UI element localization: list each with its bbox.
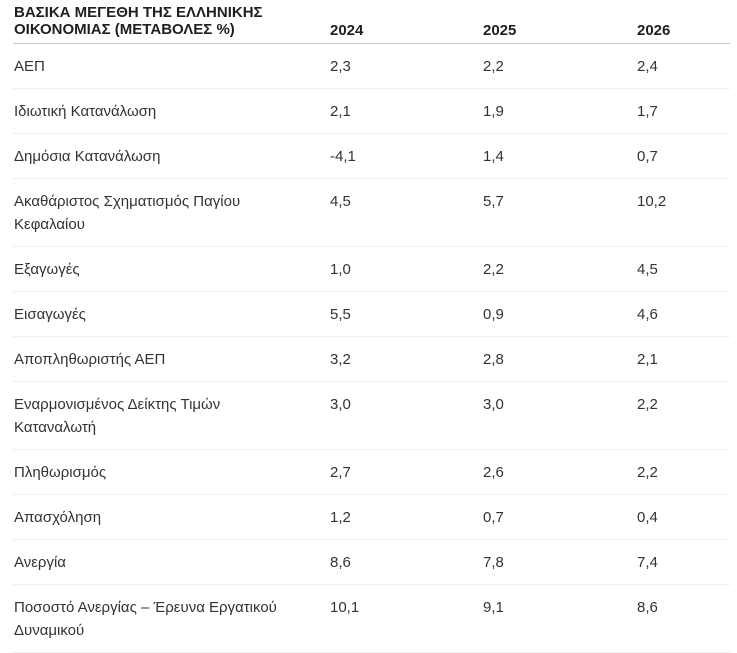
row-label: Απασχόληση bbox=[14, 508, 102, 526]
row-value: 2,6 bbox=[483, 463, 504, 481]
row-value: 4,6 bbox=[637, 305, 658, 323]
row-value: 1,0 bbox=[330, 260, 351, 278]
row-label-cell: Εισαγωγές bbox=[13, 303, 330, 326]
table-row: ΑΕΠ 2,3 2,2 2,4 bbox=[13, 44, 730, 89]
row-value: 7,8 bbox=[483, 553, 504, 571]
row-label: ΑΕΠ bbox=[14, 57, 45, 75]
row-value: 2,2 bbox=[637, 395, 658, 413]
table-row: Αποπληθωριστής ΑΕΠ 3,2 2,8 2,1 bbox=[13, 337, 730, 382]
year-column-header-2025: 2025 bbox=[483, 22, 517, 39]
row-label-cell: Εναρμονισμένος Δείκτης Τιμών Καταναλωτή bbox=[13, 393, 330, 439]
row-value: 2,2 bbox=[483, 57, 504, 75]
row-value: 0,9 bbox=[483, 305, 504, 323]
row-value: 1,7 bbox=[637, 102, 658, 120]
table-row: Εισαγωγές 5,5 0,9 4,6 bbox=[13, 292, 730, 337]
row-label-cell: Απασχόληση bbox=[13, 506, 330, 529]
row-label: Δημόσια Κατανάλωση bbox=[14, 147, 161, 165]
row-label-cell: Πληθωρισμός bbox=[13, 461, 330, 484]
row-value: 5,5 bbox=[330, 305, 351, 323]
row-value: 1,9 bbox=[483, 102, 504, 120]
table-row: Ποσοστό Ανεργίας – Έρευνα Εργατικού Δυνα… bbox=[13, 585, 730, 653]
row-value: 10,2 bbox=[637, 192, 667, 210]
table-row: Δημόσια Κατανάλωση -4,1 1,4 0,7 bbox=[13, 134, 730, 179]
row-label-cell: Ακαθάριστος Σχηματισμός Παγίου Κεφαλαίου bbox=[13, 190, 330, 236]
row-value: 2,4 bbox=[637, 57, 658, 75]
row-label-cell: Ιδιωτική Κατανάλωση bbox=[13, 100, 330, 123]
row-label-cell: Ανεργία bbox=[13, 551, 330, 574]
row-value: -4,1 bbox=[330, 147, 356, 165]
row-value: 2,7 bbox=[330, 463, 351, 481]
table-title-cell: ΒΑΣΙΚΑ ΜΕΓΕΘΗ ΤΗΣ ΕΛΛΗΝΙΚΗΣ ΟΙΚΟΝΟΜΙΑΣ (… bbox=[13, 4, 330, 39]
row-value: 1,4 bbox=[483, 147, 504, 165]
row-value: 0,7 bbox=[483, 508, 504, 526]
row-label: Ιδιωτική Κατανάλωση bbox=[14, 102, 157, 120]
table-title: ΒΑΣΙΚΑ ΜΕΓΕΘΗ ΤΗΣ ΕΛΛΗΝΙΚΗΣ ΟΙΚΟΝΟΜΙΑΣ (… bbox=[14, 4, 263, 38]
row-value: 3,0 bbox=[483, 395, 504, 413]
row-label-cell: ΑΕΠ bbox=[13, 55, 330, 78]
row-label: Ανεργία bbox=[14, 553, 66, 571]
row-value: 1,2 bbox=[330, 508, 351, 526]
row-value: 0,4 bbox=[637, 508, 658, 526]
row-value: 2,2 bbox=[483, 260, 504, 278]
row-value: 2,1 bbox=[330, 102, 351, 120]
row-value: 2,1 bbox=[637, 350, 658, 368]
row-value: 2,8 bbox=[483, 350, 504, 368]
row-label: Εναρμονισμένος Δείκτης Τιμών Καταναλωτή bbox=[14, 395, 221, 436]
row-value: 4,5 bbox=[330, 192, 351, 210]
table-row: Ανεργία 8,6 7,8 7,4 bbox=[13, 540, 730, 585]
table-row: Ακαθάριστος Σχηματισμός Παγίου Κεφαλαίου… bbox=[13, 179, 730, 247]
row-label-cell: Δημόσια Κατανάλωση bbox=[13, 145, 330, 168]
row-value: 8,6 bbox=[637, 598, 658, 616]
row-value: 10,1 bbox=[330, 598, 360, 616]
row-label-cell: Εξαγωγές bbox=[13, 258, 330, 281]
row-label: Ποσοστό Ανεργίας – Έρευνα Εργατικού Δυνα… bbox=[14, 598, 277, 639]
row-value: 3,2 bbox=[330, 350, 351, 368]
row-value: 4,5 bbox=[637, 260, 658, 278]
year-column-header-2026: 2026 bbox=[637, 22, 671, 39]
table-row: Εξαγωγές 1,0 2,2 4,5 bbox=[13, 247, 730, 292]
row-value: 3,0 bbox=[330, 395, 351, 413]
row-value: 8,6 bbox=[330, 553, 351, 571]
table-row: Απασχόληση 1,2 0,7 0,4 bbox=[13, 495, 730, 540]
row-label: Εισαγωγές bbox=[14, 305, 86, 323]
row-value: 0,7 bbox=[637, 147, 658, 165]
row-label: Αποπληθωριστής ΑΕΠ bbox=[14, 350, 166, 368]
row-label-cell: Αποπληθωριστής ΑΕΠ bbox=[13, 348, 330, 371]
table-body: ΑΕΠ 2,3 2,2 2,4 Ιδιωτική Κατανάλωση 2,1 … bbox=[13, 44, 730, 653]
row-label-cell: Ποσοστό Ανεργίας – Έρευνα Εργατικού Δυνα… bbox=[13, 596, 330, 642]
year-column-header-2024: 2024 bbox=[330, 22, 364, 39]
row-label: Ακαθάριστος Σχηματισμός Παγίου Κεφαλαίου bbox=[14, 192, 241, 233]
row-value: 7,4 bbox=[637, 553, 658, 571]
row-value: 2,2 bbox=[637, 463, 658, 481]
row-value: 9,1 bbox=[483, 598, 504, 616]
row-value: 5,7 bbox=[483, 192, 504, 210]
economic-indicators-table: ΒΑΣΙΚΑ ΜΕΓΕΘΗ ΤΗΣ ΕΛΛΗΝΙΚΗΣ ΟΙΚΟΝΟΜΙΑΣ (… bbox=[13, 0, 730, 653]
table-row: Εναρμονισμένος Δείκτης Τιμών Καταναλωτή … bbox=[13, 382, 730, 450]
table-header: ΒΑΣΙΚΑ ΜΕΓΕΘΗ ΤΗΣ ΕΛΛΗΝΙΚΗΣ ΟΙΚΟΝΟΜΙΑΣ (… bbox=[13, 0, 730, 44]
table-row: Ιδιωτική Κατανάλωση 2,1 1,9 1,7 bbox=[13, 89, 730, 134]
table-row: Πληθωρισμός 2,7 2,6 2,2 bbox=[13, 450, 730, 495]
row-label: Πληθωρισμός bbox=[14, 463, 107, 481]
row-label: Εξαγωγές bbox=[14, 260, 80, 278]
row-value: 2,3 bbox=[330, 57, 351, 75]
